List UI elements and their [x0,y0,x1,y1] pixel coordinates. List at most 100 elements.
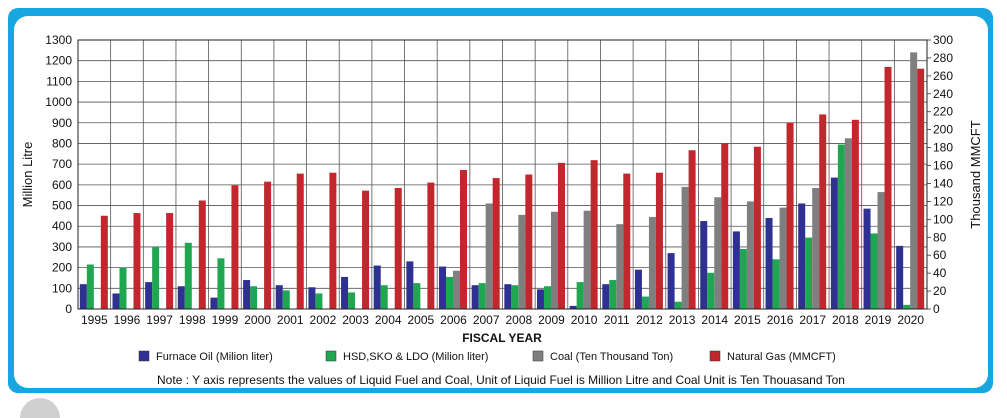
bar-hsd-2002 [315,293,323,309]
y2-tick-label: 300 [933,33,953,47]
bar-natural-gas-2019 [884,66,892,310]
x-tick-label: 2014 [701,313,728,327]
bar-coal-2015 [746,201,754,309]
bar-coal-2020 [910,52,918,310]
y2-tick-label: 160 [933,159,953,173]
bar-natural-gas-2005 [427,182,435,309]
bar-furnace-oil-1996 [112,293,120,309]
bar-coal-2017 [812,187,820,309]
bar-natural-gas-2011 [623,173,631,309]
plot-border [77,39,928,310]
legend-label-natural-gas: Natural Gas (MMCFT) [727,351,836,363]
bar-furnace-oil-2003 [341,276,349,309]
bar-natural-gas-2016 [786,122,794,309]
x-tick-label: 1998 [179,313,206,327]
bar-natural-gas-1999 [231,185,239,309]
bar-furnace-oil-2007 [471,285,479,309]
bar-natural-gas-2010 [590,160,598,309]
bar-hsd-2010 [576,282,584,309]
bar-hsd-2013 [674,301,682,309]
bar-natural-gas-2006 [460,170,468,309]
bar-hsd-1998 [184,242,192,309]
bar-hsd-2004 [380,285,388,309]
y2-tick-label: 240 [933,87,953,101]
bar-coal-2008 [518,214,526,309]
y2-tick-label: 140 [933,176,953,190]
x-tick-label: 2018 [832,313,859,327]
bar-hsd-2016 [772,259,780,309]
bar-hsd-2000 [250,286,258,309]
x-tick-label: 2020 [897,313,924,327]
bar-furnace-oil-2001 [275,285,283,309]
bar-natural-gas-2012 [655,172,663,309]
bar-hsd-1999 [217,258,225,309]
bar-furnace-oil-2004 [373,265,381,309]
bar-hsd-2017 [805,237,813,309]
bar-hsd-2019 [870,233,878,309]
bar-coal-2018 [844,138,852,309]
bar-natural-gas-2002 [329,172,337,309]
bar-furnace-oil-2013 [667,253,675,309]
bar-hsd-2020 [903,304,911,309]
bar-furnace-oil-2015 [732,231,740,309]
legend-swatch-furnace-oil [138,350,150,362]
y-tick-label: 1100 [46,74,72,88]
y2-tick-label: 200 [933,123,953,137]
fuel-consumption-chart: 0100200300400500600700800900100011001200… [20,33,983,363]
bar-furnace-oil-2000 [243,280,251,309]
y2-tick-label: 60 [933,248,947,262]
bar-hsd-2009 [543,286,551,309]
y-tick-label: 200 [52,261,72,275]
bar-furnace-oil-2019 [863,208,871,309]
bar-coal-2007 [485,203,493,309]
x-tick-label: 2011 [604,313,630,327]
bar-natural-gas-2004 [394,187,402,309]
x-axis-title: FISCAL YEAR [462,331,542,345]
bar-natural-gas-1997 [166,213,174,309]
bar-natural-gas-2001 [296,173,304,309]
bar-furnace-oil-1999 [210,297,218,309]
y-tick-label: 300 [52,240,72,254]
bar-hsd-2003 [348,292,356,309]
chart-note: Note : Y axis represents the values of L… [157,373,845,387]
bar-furnace-oil-2009 [536,289,544,309]
bar-furnace-oil-2006 [439,266,447,309]
y-tick-label: 600 [52,178,72,192]
bar-furnace-oil-2016 [765,217,773,309]
bar-hsd-1996 [119,267,127,309]
x-tick-label: 2017 [799,313,826,327]
x-tick-label: 2008 [505,313,532,327]
x-tick-label: 2003 [342,313,369,327]
x-tick-label: 1997 [146,313,173,327]
bar-coal-2016 [779,207,787,309]
legend-swatch-coal [532,350,544,362]
bar-furnace-oil-1997 [145,282,153,309]
y-tick-label: 500 [52,199,72,213]
bar-coal-2009 [550,211,558,309]
bar-hsd-2008 [511,285,519,309]
x-tick-label: 2009 [538,313,565,327]
bar-natural-gas-1995 [100,215,108,309]
legend-label-coal: Coal (Ten Thousand Ton) [550,351,673,363]
bar-coal-2019 [877,192,885,309]
x-tick-label: 1999 [212,313,239,327]
y2-tick-label: 120 [933,194,953,208]
x-tick-label: 2016 [767,313,794,327]
y2-tick-label: 280 [933,51,953,65]
y2-tick-label: 0 [933,302,940,316]
bar-coal-2011 [616,224,624,309]
bar-natural-gas-2000 [264,181,272,309]
x-tick-label: 2002 [310,313,337,327]
y-tick-label: 100 [52,281,72,295]
y2-tick-label: 180 [933,141,953,155]
y2-tick-label: 220 [933,105,953,119]
bar-natural-gas-2018 [851,119,859,309]
bar-natural-gas-2008 [525,174,533,309]
bar-furnace-oil-1998 [177,286,185,309]
y2-tick-label: 20 [933,284,947,298]
bar-furnace-oil-2005 [406,261,414,309]
bar-natural-gas-2017 [819,114,827,309]
bar-natural-gas-2020 [917,68,925,310]
bar-furnace-oil-2017 [798,203,806,309]
bar-furnace-oil-2018 [830,177,838,309]
